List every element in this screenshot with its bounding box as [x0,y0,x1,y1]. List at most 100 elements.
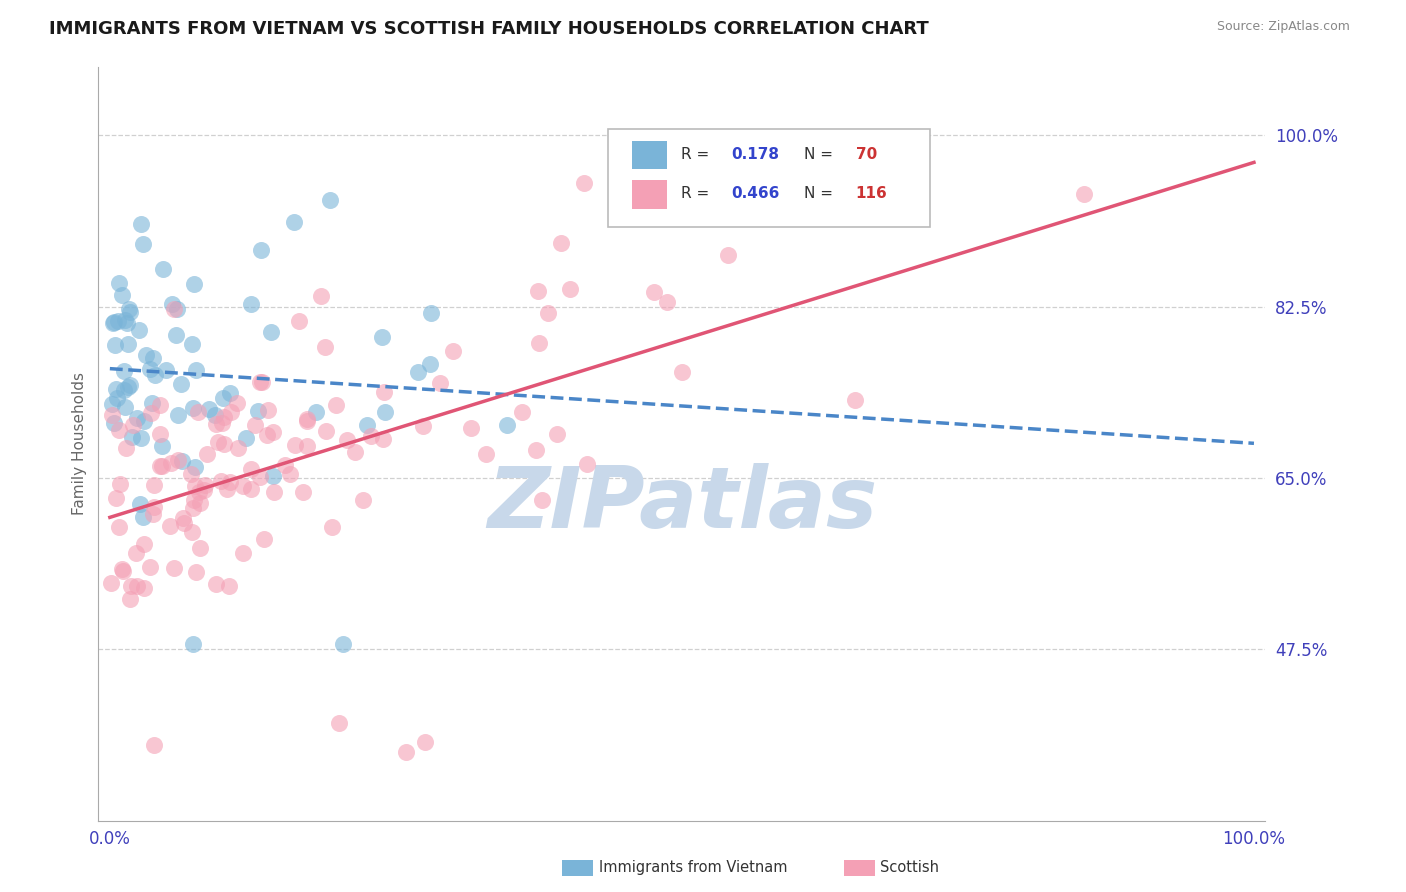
Point [218,475,240,489]
Point [131,217,153,231]
Point [181,337,204,351]
Text: 0.178: 0.178 [731,147,779,161]
Point [120,378,142,392]
Point [100,397,122,411]
Point [413,735,436,749]
Text: 70: 70 [856,147,877,161]
Point [103,416,125,430]
Point [162,296,184,310]
Point [120,578,142,592]
Point [356,418,378,433]
Point [120,591,142,606]
Point [128,322,150,336]
Point [193,483,215,497]
Point [152,262,174,277]
Point [173,516,195,531]
Point [105,391,128,405]
Point [205,577,228,591]
Point [239,482,262,496]
Point [132,414,155,428]
Point [373,432,395,446]
Point [121,430,143,444]
FancyBboxPatch shape [631,141,666,169]
Point [115,316,138,330]
Point [716,248,738,262]
Point [325,398,347,412]
Point [495,418,517,433]
Point [262,469,284,483]
Point [546,426,568,441]
Point [550,235,572,250]
Point [226,441,249,455]
Point [149,426,172,441]
Point [111,565,134,579]
Point [184,478,207,492]
Point [360,429,382,443]
Point [295,438,318,452]
Point [530,493,553,508]
Text: N =: N = [804,147,838,161]
Point [328,715,350,730]
Text: N =: N = [804,186,838,201]
Text: ZIPatlas: ZIPatlas [486,463,877,546]
Point [250,243,273,257]
Point [194,478,217,492]
Point [353,492,375,507]
Point [105,382,128,396]
Point [209,474,232,488]
Point [215,482,238,496]
Point [419,357,441,371]
Point [537,306,560,320]
Point [125,579,148,593]
Point [188,541,211,556]
Point [107,520,129,534]
Point [295,414,318,428]
Point [186,566,208,580]
Point [204,408,226,422]
Point [205,417,228,431]
Point [187,405,209,419]
Point [112,364,135,378]
Y-axis label: Family Households: Family Households [72,372,87,516]
Text: Source: ZipAtlas.com: Source: ZipAtlas.com [1216,20,1350,33]
Point [108,423,131,437]
Point [150,439,173,453]
Point [165,327,187,342]
Point [181,525,204,540]
Point [510,405,533,419]
Point [657,295,679,310]
Point [143,478,166,492]
Point [235,431,257,445]
Point [132,537,155,551]
Point [162,302,184,317]
Point [332,637,354,651]
Point [117,379,139,393]
Point [844,393,866,408]
Point [163,561,186,575]
Point [180,467,202,482]
Text: R =: R = [681,147,714,161]
FancyBboxPatch shape [631,180,666,209]
Point [195,447,218,461]
Point [183,401,205,415]
Point [198,401,221,416]
Point [112,383,135,397]
Point [429,376,451,390]
Point [309,289,332,303]
Point [114,312,136,326]
Point [232,479,254,493]
Point [1073,186,1095,201]
Point [260,325,283,339]
Point [155,363,177,377]
Point [558,282,581,296]
Point [172,454,194,468]
Point [576,458,599,472]
Point [527,284,550,298]
Point [132,581,155,595]
Point [142,508,165,522]
Point [139,362,162,376]
Point [344,444,367,458]
Point [111,288,134,302]
Point [245,417,267,432]
Point [101,409,124,423]
